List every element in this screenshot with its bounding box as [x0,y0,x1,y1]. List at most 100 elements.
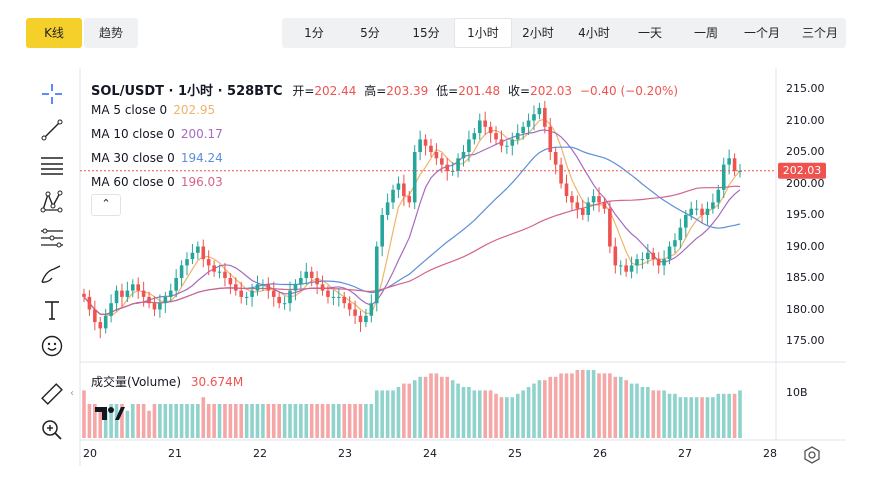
candle-body [266,284,271,291]
price-tick: 180.00 [786,302,825,316]
volume-bar [152,404,157,438]
ma-line [83,185,741,316]
volume-bar [255,404,260,438]
price-tick: 190.00 [786,239,825,253]
volume-bar [385,390,390,438]
timeframe-6[interactable]: 一天 [637,26,662,40]
candle-body [483,120,487,127]
open-label: 开= [292,84,315,98]
volume-bar [635,383,639,438]
timeframe-8[interactable]: 一个月 [743,26,780,40]
timeframe-3[interactable]: 1小时 [454,18,512,48]
volume-bar [505,397,509,438]
volume-bar [130,404,135,438]
ma-line [83,129,741,316]
volume-bar [147,410,151,438]
ma-legend-row: MA 5 close 0 202.95 [91,103,215,117]
kline-toggle[interactable]: K线 [26,18,82,48]
brush-icon[interactable] [38,260,66,288]
price-tag-bg [778,162,826,179]
candle-body [206,259,211,266]
volume-bar [369,404,374,438]
candle-body [689,208,694,215]
volume-bar [114,404,119,438]
candle-body [315,278,319,285]
close-label: 收= [508,84,531,98]
tradingview-logo [95,407,125,420]
candle-body [738,170,742,172]
volume-bar [721,393,726,438]
ma-lines [83,118,741,317]
candle-body [646,252,650,260]
candle-body [364,315,368,323]
candle-body [564,183,569,197]
candle-body [662,259,666,266]
volume-bar [196,404,200,438]
candle-body [553,152,558,165]
trend-line-icon[interactable] [38,116,66,144]
crosshair-icon[interactable] [38,80,66,108]
timeframe-0[interactable]: 1分 [304,26,324,40]
volume-bar [407,383,412,438]
candle-body [678,227,683,241]
candle-body [380,215,384,247]
candle-body [98,322,103,329]
volume-bar [212,404,216,438]
candle-body [667,246,672,260]
candle-body [711,202,715,209]
volume-bar [326,404,330,438]
zoom-in-icon[interactable] [38,416,66,444]
trend-toggle[interactable]: 趋势 [84,18,138,48]
price-tick: 200.00 [786,176,825,190]
candle-body [304,271,309,278]
candle-body [694,208,699,210]
volume-bar [580,370,585,438]
volume-bar [434,373,439,438]
candle-body [141,290,146,297]
prediction-icon[interactable] [38,224,66,252]
fib-lines-icon[interactable] [38,152,66,180]
pattern-icon[interactable] [38,188,66,216]
volume-bar [353,404,357,438]
volume-bar [705,397,710,438]
text-icon[interactable] [38,296,66,324]
timeframe-7[interactable]: 一周 [693,26,718,40]
emoji-icon[interactable] [38,332,66,360]
candle-body [228,278,233,285]
candle-body [201,246,206,260]
ma-legend-row: MA 30 close 0 194.24 [91,151,223,165]
time-tick: 27 [678,447,692,460]
candle-body [358,315,363,323]
ruler-icon[interactable] [38,380,66,408]
collapse-legend-button[interactable]: ⌃ [91,194,121,216]
timeframe-4[interactable]: 2小时 [522,26,554,40]
timeframe-1[interactable]: 5分 [360,26,380,40]
ma-legend-row: MA 10 close 0 200.17 [91,127,223,141]
volume-bar [239,404,244,438]
volume-bar [602,373,607,438]
timeframe-2[interactable]: 15分 [412,26,440,40]
volume-bar [640,387,645,438]
volume-bar [266,404,271,438]
candle-body [125,290,130,297]
volume-bar [201,397,206,438]
timeframe-5[interactable]: 4小时 [578,26,610,40]
volume-bar [477,390,482,438]
volume-bar [483,390,487,438]
candle-body [374,246,379,304]
timeframe-9[interactable]: 三个月 [801,26,838,40]
volume-bar [402,383,406,438]
toolbar-collapse-icon[interactable]: ‹ [70,388,74,399]
volume-bar [429,373,433,438]
candle-body [467,139,471,152]
symbol-title: SOL/USDT · 1小时 · 528BTC [91,84,283,99]
volume-bar [646,387,650,438]
candle-body [82,293,86,297]
volume-bar [234,404,238,438]
candle-body [602,202,607,209]
volume-bar [570,373,574,438]
volume-bar [391,390,395,438]
volume-bar [532,383,536,438]
volume-bar [467,387,471,438]
